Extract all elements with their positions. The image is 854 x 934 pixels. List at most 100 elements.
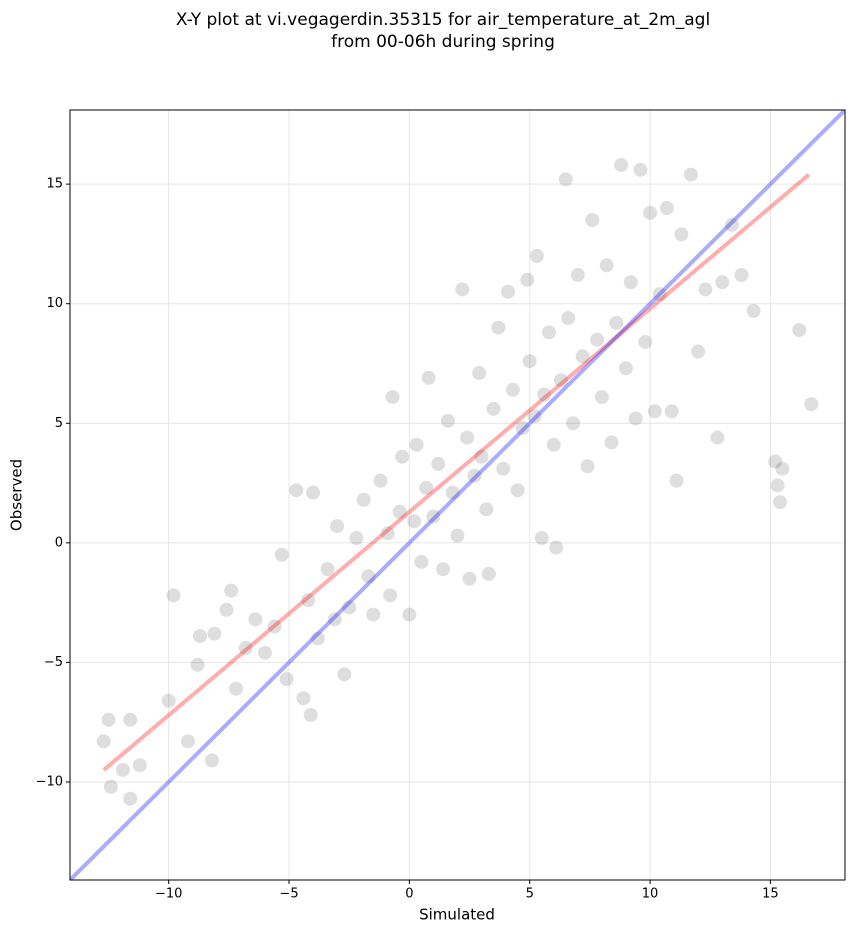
- y-tick-label: 0: [55, 535, 63, 550]
- scatter-point: [330, 519, 345, 534]
- scatter-point: [501, 284, 516, 299]
- scatter-point: [486, 401, 501, 416]
- scatter-point: [166, 588, 181, 603]
- scatter-point: [599, 258, 614, 273]
- scatter-point: [207, 626, 222, 641]
- scatter-point: [342, 600, 357, 615]
- scatter-point: [633, 162, 648, 177]
- scatter-point: [161, 693, 176, 708]
- reference-line: [70, 110, 845, 880]
- scatter-point: [575, 349, 590, 364]
- scatter-point: [546, 437, 561, 452]
- scatter-point: [647, 404, 662, 419]
- scatter-point: [474, 449, 489, 464]
- x-tick-label: −5: [279, 887, 298, 902]
- scatter-point: [534, 531, 549, 546]
- scatter-point: [436, 562, 451, 577]
- scatter-point: [279, 672, 294, 687]
- scatter-point: [301, 593, 316, 608]
- scatter-point: [366, 607, 381, 622]
- scatter-point: [431, 456, 446, 471]
- scatter-point: [385, 389, 400, 404]
- scatter-point: [505, 382, 520, 397]
- scatter-point: [373, 473, 388, 488]
- x-tick-label: 15: [762, 887, 779, 902]
- scatter-point: [527, 409, 542, 424]
- scatter-point: [566, 416, 581, 431]
- scatter-point: [103, 779, 118, 794]
- scatter-point: [455, 282, 470, 297]
- scatter-point: [115, 763, 130, 777]
- scatter-point: [238, 641, 253, 656]
- scatter-point: [421, 370, 436, 385]
- scatter-point: [472, 366, 487, 381]
- scatter-point: [541, 325, 556, 340]
- scatter-point: [614, 158, 629, 172]
- scatter-point: [664, 404, 679, 419]
- scatter-point: [248, 612, 263, 627]
- scatter-point: [691, 344, 706, 359]
- scatter-point: [710, 430, 725, 445]
- scatter-point: [395, 449, 410, 464]
- scatter-point: [628, 411, 643, 426]
- scatter-point: [770, 478, 785, 493]
- scatter-point: [724, 217, 739, 232]
- scatter-point: [515, 421, 530, 436]
- x-axis-label: Simulated: [419, 906, 495, 924]
- x-tick-label: −10: [155, 887, 182, 902]
- scatter-point: [450, 528, 465, 543]
- y-tick-label: 10: [46, 296, 63, 311]
- scatter-point: [609, 315, 624, 330]
- scatter-point: [669, 473, 684, 488]
- scatter-point: [219, 602, 234, 617]
- scatter-point: [510, 483, 525, 498]
- scatter-point: [310, 631, 325, 646]
- scatter-point: [229, 681, 244, 696]
- scatter-point: [274, 547, 289, 562]
- y-tick-label: 5: [55, 416, 63, 431]
- scatter-point: [623, 275, 638, 290]
- scatter-point: [460, 430, 475, 445]
- scatter-point: [618, 361, 633, 376]
- scatter-point: [414, 554, 429, 569]
- scatter-point: [549, 540, 564, 555]
- scatter-point: [553, 373, 568, 388]
- scatter-point: [96, 734, 111, 749]
- scatter-point: [356, 492, 371, 507]
- scatter-point: [132, 758, 147, 773]
- scatter-point: [327, 612, 342, 627]
- y-tick-label: 15: [46, 177, 63, 192]
- scatter-point: [462, 571, 477, 586]
- y-tick-label: −5: [44, 655, 63, 670]
- scatter-point: [479, 502, 494, 517]
- scatter-point: [715, 275, 730, 290]
- scatter-point: [580, 459, 595, 474]
- scatter-point: [467, 468, 482, 483]
- scatter-point: [481, 566, 496, 581]
- scatter-point: [643, 205, 658, 220]
- scatter-point: [638, 334, 653, 349]
- scatter-point: [792, 323, 807, 337]
- scatter-point: [804, 397, 819, 412]
- scatter-point: [426, 509, 441, 524]
- scatter-point: [561, 311, 576, 326]
- scatter-point: [303, 708, 318, 722]
- scatter-point: [380, 526, 395, 541]
- scatter-point: [683, 167, 698, 182]
- plot-frame: [69, 109, 846, 881]
- scatter-point: [570, 268, 585, 282]
- scatter-point: [491, 320, 506, 335]
- y-axis-label: Observed: [8, 459, 26, 531]
- scatter-point: [306, 485, 321, 500]
- scatter-point: [407, 514, 422, 529]
- reference-line: [102, 173, 811, 772]
- scatter-point: [652, 287, 667, 302]
- scatter-point: [180, 734, 195, 749]
- scatter-point: [773, 495, 788, 510]
- scatter-point: [320, 562, 335, 577]
- scatter-point: [674, 227, 689, 242]
- scatter-point: [361, 569, 376, 584]
- scatter-point: [402, 607, 417, 622]
- scatter-point: [296, 691, 311, 706]
- scatter-point: [734, 268, 749, 282]
